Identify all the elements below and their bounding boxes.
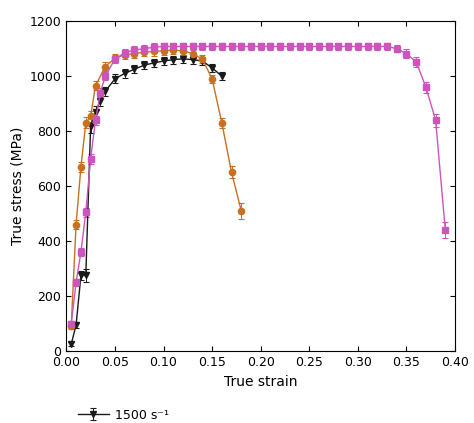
X-axis label: True strain: True strain (224, 374, 298, 388)
Legend: 1500 s⁻¹, 5000 s⁻¹, 10000 s⁻¹: 1500 s⁻¹, 5000 s⁻¹, 10000 s⁻¹ (73, 404, 182, 423)
Y-axis label: True stress (MPa): True stress (MPa) (10, 127, 24, 245)
